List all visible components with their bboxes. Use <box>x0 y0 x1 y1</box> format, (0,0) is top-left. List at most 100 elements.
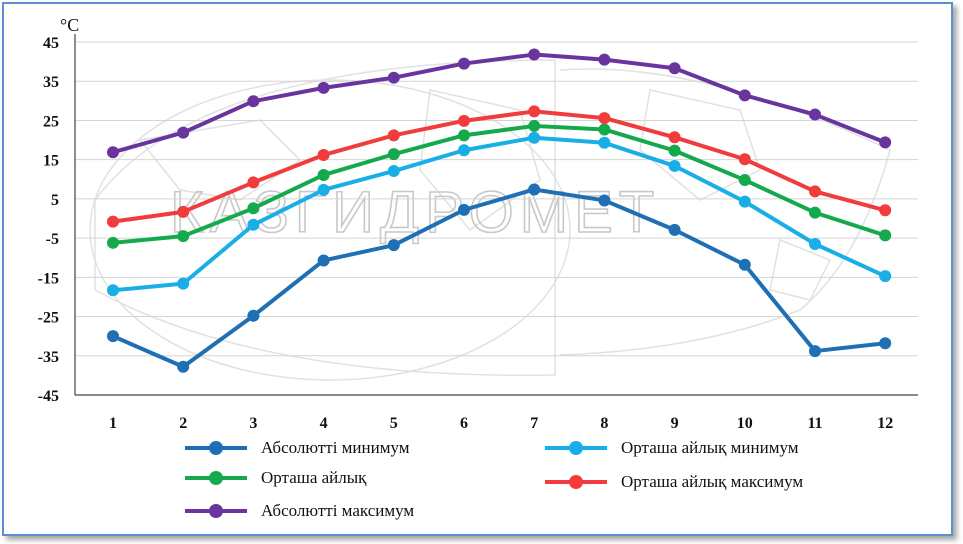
data-point <box>528 105 541 118</box>
series-line <box>112 135 887 293</box>
legend-label: Орташа айлық минимум <box>621 438 799 457</box>
axes <box>74 34 918 396</box>
data-point <box>738 258 751 271</box>
legend-swatch <box>185 436 247 460</box>
x-tick-label: 5 <box>390 415 398 432</box>
data-point <box>387 71 400 84</box>
x-tick-label: 10 <box>737 415 753 432</box>
data-point <box>879 337 892 350</box>
data-point <box>247 202 260 215</box>
x-tick-label: 7 <box>530 415 538 432</box>
data-point <box>668 144 681 157</box>
data-point <box>879 136 892 149</box>
data-point <box>317 183 330 196</box>
data-point <box>738 174 751 187</box>
data-point <box>528 48 541 61</box>
series-line <box>112 52 886 155</box>
series-1aaee6 <box>107 131 892 297</box>
data-point <box>598 53 611 66</box>
data-point <box>809 185 821 198</box>
legend-swatch <box>545 470 607 494</box>
data-point <box>387 129 400 142</box>
data-point <box>668 131 681 144</box>
x-tick-label: 9 <box>671 415 679 432</box>
series-line <box>112 123 886 245</box>
data-point <box>809 237 821 250</box>
x-tick-label: 2 <box>179 415 187 432</box>
legend-item: Орташа айлық максимум <box>545 470 803 494</box>
data-point <box>879 270 892 283</box>
data-point <box>107 236 119 249</box>
data-point <box>809 345 821 358</box>
watermark-map <box>89 59 891 381</box>
y-tick-label: 5 <box>51 192 59 209</box>
series-1f6fb5 <box>107 183 892 373</box>
data-point <box>458 203 470 216</box>
x-tick-label: 4 <box>320 415 328 432</box>
x-tick-label: 8 <box>600 415 608 432</box>
data-point <box>528 131 541 144</box>
data-point <box>738 195 751 208</box>
x-tick-label: 6 <box>460 415 468 432</box>
data-point <box>107 146 119 159</box>
y-tick-label: 45 <box>43 35 59 52</box>
legend-label: Орташа айлық <box>261 468 367 487</box>
data-point <box>317 148 330 161</box>
x-tick-label: 11 <box>807 415 822 432</box>
y-tick-labels: 45 35 25 15 5 -5 -15 -25 -35 -45 <box>38 35 59 405</box>
data-point <box>177 360 190 373</box>
x-tick-label: 3 <box>249 415 257 432</box>
y-tick-label: 15 <box>43 153 59 170</box>
series-layer <box>107 48 892 373</box>
data-point <box>809 206 821 219</box>
series-6a349e <box>107 48 892 159</box>
y-tick-label: -15 <box>38 270 59 287</box>
data-point <box>528 119 541 132</box>
legend-label: Орташа айлық максимум <box>621 472 804 491</box>
data-point <box>668 159 681 172</box>
series-f03c3c <box>107 105 892 228</box>
legend-label: Абсолютті минимум <box>261 438 410 457</box>
data-point <box>879 229 892 242</box>
data-point <box>177 126 190 139</box>
data-point <box>247 309 260 322</box>
data-point <box>598 112 611 125</box>
legend-swatch <box>545 436 607 460</box>
series-line <box>112 187 886 369</box>
legend-item: Орташа айлық минимум <box>545 436 799 460</box>
x-tick-label: 12 <box>877 415 893 432</box>
data-point <box>879 204 892 217</box>
y-unit-label: °C <box>60 15 79 35</box>
legend-swatch <box>185 499 247 523</box>
y-tick-label: -25 <box>38 310 59 327</box>
data-point <box>598 136 611 149</box>
data-point <box>177 205 190 218</box>
legend-swatch <box>185 466 247 490</box>
x-tick-label: 1 <box>109 415 117 432</box>
data-point <box>738 153 751 166</box>
data-point <box>458 129 470 142</box>
data-point <box>668 223 681 236</box>
gridlines <box>75 41 918 357</box>
y-tick-label: 25 <box>43 113 59 130</box>
data-point <box>738 89 751 102</box>
chart-frame <box>2 2 953 536</box>
data-point <box>458 57 470 70</box>
series-13a94c <box>107 119 892 249</box>
data-point <box>387 165 400 178</box>
data-point <box>317 81 330 94</box>
data-point <box>107 330 119 343</box>
data-point <box>177 230 190 243</box>
data-point <box>317 254 330 267</box>
data-point <box>598 123 611 136</box>
data-point <box>107 215 119 228</box>
data-point <box>107 284 119 297</box>
legend-item: Орташа айлық <box>185 466 366 490</box>
x-tick-labels: 1 2 3 4 5 6 7 8 9 10 11 12 <box>109 415 893 432</box>
data-point <box>177 277 190 290</box>
data-point <box>247 95 260 108</box>
legend-label: Абсолютті максимум <box>261 501 415 520</box>
data-point <box>809 108 821 121</box>
data-point <box>317 168 330 181</box>
data-point <box>458 114 470 127</box>
